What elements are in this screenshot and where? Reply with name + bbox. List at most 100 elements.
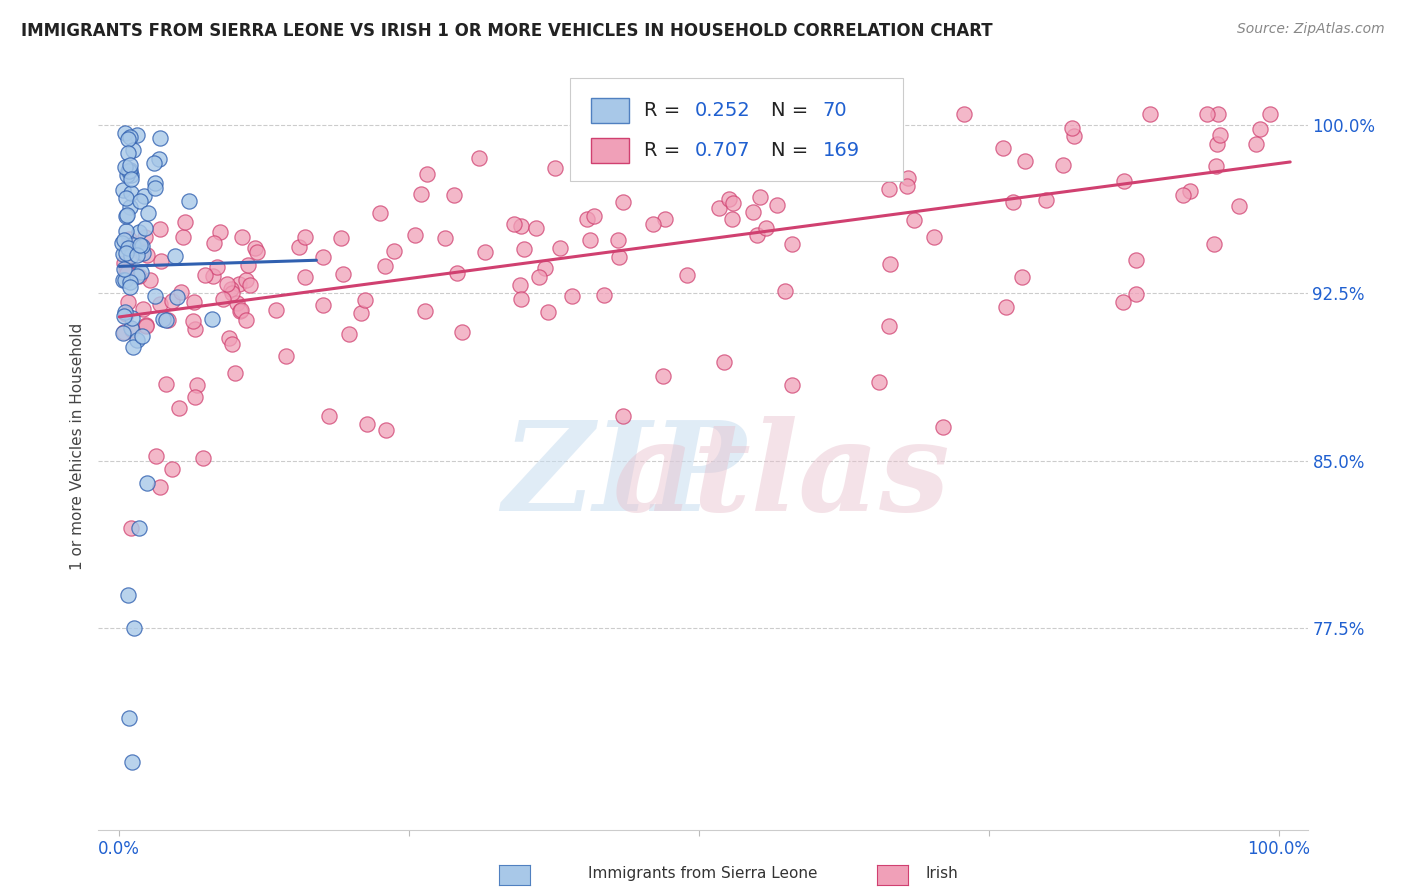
Point [135, 318, 157, 333]
Point [755, 221, 778, 235]
Point [1014, 153, 1036, 168]
Point [115, 209, 138, 223]
Point [143, 176, 166, 190]
Point [318, 409, 340, 423]
Point [166, 290, 188, 304]
Point [229, 302, 252, 317]
Point [332, 267, 354, 281]
Point [114, 304, 136, 318]
Point [120, 171, 142, 186]
Point [117, 145, 139, 160]
Point [676, 268, 699, 283]
Point [145, 449, 167, 463]
Point [115, 264, 138, 278]
Point [721, 212, 744, 227]
Point [860, 123, 883, 137]
Point [143, 156, 166, 170]
Point [115, 168, 138, 182]
Point [780, 378, 803, 392]
Point [274, 350, 297, 364]
Point [1002, 195, 1025, 210]
Point [131, 329, 153, 343]
Point [120, 280, 142, 294]
Point [127, 128, 149, 142]
Point [1011, 270, 1033, 285]
Point [1227, 199, 1250, 213]
Point [468, 151, 491, 165]
Point [416, 167, 439, 181]
Point [1125, 253, 1147, 268]
Point [202, 236, 225, 251]
Point [138, 273, 160, 287]
Point [235, 272, 257, 286]
Point [411, 187, 433, 202]
Point [668, 145, 690, 159]
Point [134, 189, 156, 203]
Point [723, 196, 745, 211]
Point [745, 227, 768, 242]
Point [219, 282, 242, 296]
Point [131, 238, 153, 252]
Point [124, 621, 146, 635]
Point [224, 366, 246, 380]
Point [311, 250, 333, 264]
Point [135, 318, 157, 333]
Point [877, 182, 900, 196]
Point [235, 313, 257, 327]
Point [184, 390, 207, 404]
Point [243, 241, 266, 255]
Point [120, 169, 142, 183]
Point [356, 417, 378, 431]
Point [1035, 193, 1057, 207]
Point [111, 326, 134, 341]
Point [120, 249, 142, 263]
Point [1112, 295, 1135, 310]
Point [128, 521, 150, 535]
Point [125, 248, 148, 262]
Point [207, 260, 229, 275]
Point [118, 158, 141, 172]
Text: 169: 169 [823, 141, 860, 161]
Point [1206, 107, 1229, 121]
Point [1244, 136, 1267, 151]
Point [128, 225, 150, 239]
Point [201, 312, 224, 326]
Point [117, 131, 139, 145]
Point [404, 228, 426, 243]
Point [995, 300, 1018, 314]
Point [217, 277, 239, 292]
Point [112, 233, 135, 247]
Point [115, 266, 138, 280]
FancyBboxPatch shape [591, 98, 630, 123]
Point [1112, 174, 1135, 188]
Point [709, 201, 731, 215]
Point [741, 205, 763, 219]
Point [114, 160, 136, 174]
Point [246, 244, 269, 259]
Text: IMMIGRANTS FROM SIERRA LEONE VS IRISH 1 OR MORE VEHICLES IN HOUSEHOLD CORRELATIO: IMMIGRANTS FROM SIERRA LEONE VS IRISH 1 … [21, 22, 993, 40]
Point [148, 152, 170, 166]
Point [264, 303, 287, 318]
Text: ZIP: ZIP [502, 416, 747, 538]
Point [226, 295, 249, 310]
Point [533, 260, 555, 275]
Point [582, 209, 605, 223]
Point [183, 314, 205, 328]
Point [149, 254, 172, 268]
Point [112, 261, 135, 276]
Point [593, 288, 616, 302]
Point [136, 248, 159, 262]
Point [953, 107, 976, 121]
Point [174, 215, 197, 229]
Point [129, 194, 152, 209]
Point [152, 312, 174, 326]
Point [149, 480, 172, 494]
Point [652, 369, 675, 384]
Text: 0.707: 0.707 [695, 141, 749, 161]
Point [991, 141, 1014, 155]
Point [536, 304, 558, 318]
Point [149, 222, 172, 236]
Point [718, 192, 741, 206]
Point [118, 232, 141, 246]
Point [186, 378, 208, 392]
